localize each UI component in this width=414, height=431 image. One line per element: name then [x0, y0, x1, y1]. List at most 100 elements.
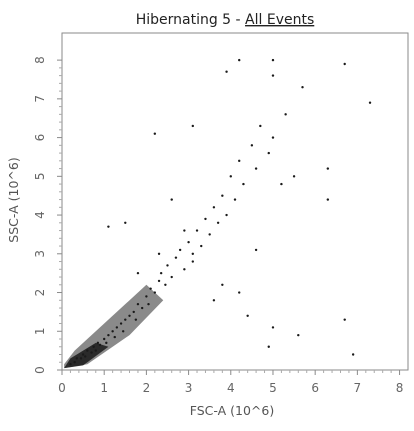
y-tick-label: 1 [33, 327, 47, 335]
x-tick-label: 5 [269, 381, 277, 395]
y-tick-label: 2 [33, 289, 47, 297]
y-tick-label: 3 [33, 250, 47, 258]
data-point [121, 330, 125, 333]
y-tick-label: 6 [33, 134, 47, 142]
x-tick-label: 0 [58, 381, 66, 395]
data-point [124, 221, 127, 225]
data-point [267, 345, 270, 348]
data-point [115, 326, 119, 329]
data-point [140, 306, 144, 310]
data-point [75, 357, 78, 360]
data-point [153, 291, 157, 294]
data-point [271, 136, 275, 139]
x-tick-label: 4 [227, 381, 235, 395]
data-point [238, 291, 241, 294]
density-cloud [64, 284, 164, 369]
data-point [157, 252, 161, 255]
data-point [254, 248, 258, 252]
chart-title-prefix: Hibernating 5 - [136, 12, 245, 28]
x-axis: 0 1 2 3 4 5 6 7 8 [58, 370, 403, 395]
data-point [105, 341, 108, 345]
y-tick-label: 4 [33, 211, 47, 219]
data-point [157, 279, 161, 283]
y-tick-label: 0 [33, 366, 47, 374]
data-point [238, 159, 241, 163]
data-point [107, 333, 110, 337]
chart-title-link[interactable]: All Events [245, 12, 314, 28]
plot-frame [61, 32, 409, 371]
data-point [191, 124, 195, 128]
data-point [124, 318, 127, 321]
data-point [246, 314, 249, 317]
data-point [84, 355, 87, 358]
x-tick-label: 2 [143, 381, 151, 395]
y-tick-label: 7 [33, 95, 47, 103]
data-point [128, 314, 131, 317]
data-point [145, 295, 148, 298]
data-point [191, 252, 195, 255]
data-point [343, 318, 346, 321]
data-point [271, 58, 275, 62]
data-point [113, 335, 116, 339]
data-point [221, 283, 224, 286]
data-point [229, 175, 232, 178]
y-tick-label: 5 [33, 173, 47, 181]
data-point [147, 302, 150, 306]
data-point [225, 70, 228, 73]
data-point [73, 361, 76, 364]
data-point [343, 62, 346, 66]
data-point [170, 275, 173, 279]
data-point [136, 271, 140, 275]
data-point [212, 206, 216, 209]
data-point [225, 213, 228, 217]
y-axis: 0 1 2 3 4 5 6 7 8 [33, 56, 62, 374]
data-point [200, 244, 203, 248]
data-point [98, 343, 102, 347]
data-point [183, 268, 186, 271]
data-point [326, 198, 330, 201]
data-point [187, 240, 190, 244]
data-points [69, 58, 372, 366]
data-point [134, 318, 138, 321]
data-point [195, 229, 199, 232]
data-point [170, 198, 173, 201]
data-point [259, 124, 262, 128]
x-tick-label: 8 [396, 381, 404, 395]
data-point [267, 151, 270, 155]
data-point [284, 113, 287, 116]
data-point [271, 74, 275, 77]
data-point [96, 341, 100, 345]
data-point [174, 256, 178, 259]
data-point [271, 326, 275, 329]
data-point [81, 353, 85, 356]
x-tick-label: 3 [185, 381, 193, 395]
data-point [90, 351, 93, 354]
data-point [301, 86, 304, 89]
data-point [191, 260, 195, 263]
data-point [368, 101, 372, 104]
x-axis-label: FSC-A (10^6) [190, 403, 274, 418]
data-point [119, 322, 123, 325]
data-point [183, 229, 186, 232]
data-point [292, 175, 296, 178]
data-point [233, 198, 237, 201]
data-point [166, 264, 169, 267]
data-point [216, 221, 220, 225]
data-point [159, 271, 163, 275]
data-point [212, 299, 216, 302]
chart-title: Hibernating 5 - All Events [136, 12, 315, 28]
data-point [242, 182, 245, 186]
data-point [69, 362, 72, 366]
data-point [107, 225, 110, 228]
x-tick-label: 6 [311, 381, 319, 395]
data-point [94, 349, 97, 352]
data-point [79, 357, 83, 360]
data-point [92, 345, 95, 348]
data-point [208, 233, 211, 236]
x-tick-label: 7 [354, 381, 362, 395]
data-point [204, 217, 207, 221]
data-point [149, 287, 152, 290]
data-point [178, 248, 182, 252]
